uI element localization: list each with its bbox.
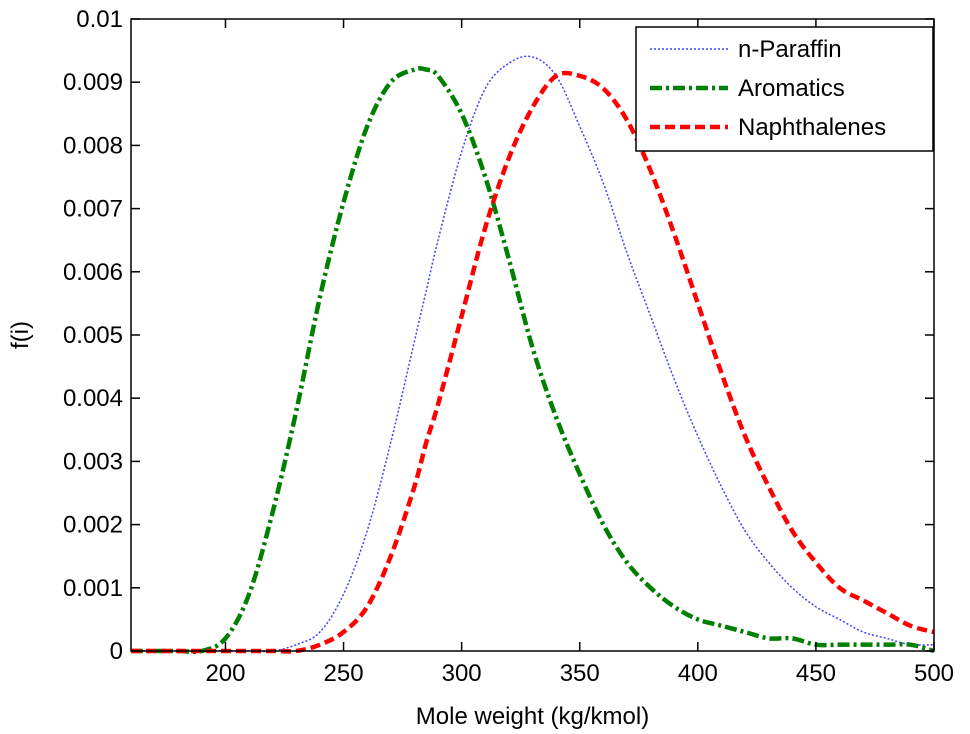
y-tick-label: 0.001 bbox=[63, 575, 123, 602]
legend-label-aromatics: Aromatics bbox=[738, 75, 845, 102]
x-tick-label: 200 bbox=[205, 660, 245, 687]
x-tick-label: 450 bbox=[796, 660, 836, 687]
x-tick-label: 500 bbox=[914, 660, 954, 687]
y-tick-label: 0 bbox=[110, 638, 123, 665]
legend-box bbox=[635, 26, 934, 152]
y-tick-label: 0.01 bbox=[76, 6, 123, 33]
x-axis-title: Mole weight (kg/kmol) bbox=[416, 703, 649, 730]
legend-label-n-paraffin: n-Paraffin bbox=[738, 36, 842, 63]
series-layer bbox=[130, 55, 935, 655]
series-line-aromatics bbox=[130, 66, 935, 655]
x-tick-label: 300 bbox=[442, 660, 482, 687]
y-tick-label: 0.002 bbox=[63, 512, 123, 539]
y-axis-title: f(i) bbox=[7, 321, 34, 349]
x-tick-label: 250 bbox=[324, 660, 364, 687]
legend: n-Paraffin Aromatics Naphthalenes bbox=[635, 26, 934, 152]
y-tick-label: 0.008 bbox=[63, 132, 123, 159]
series-line-n-paraffin bbox=[130, 55, 935, 653]
y-tick-label: 0.004 bbox=[63, 385, 123, 412]
series-line-naphthalenes bbox=[130, 70, 935, 654]
y-tick-label: 0.009 bbox=[63, 69, 123, 96]
y-tick-label: 0.006 bbox=[63, 259, 123, 286]
axis-layer: 200 250 300 350 400 450 500 0 0.001 0.002 0.003 0.0… bbox=[63, 6, 954, 687]
y-tick-label: 0.005 bbox=[63, 322, 123, 349]
legend-label-naphthalenes: Naphthalenes bbox=[738, 114, 886, 141]
x-tick-label: 350 bbox=[560, 660, 600, 687]
y-tick-label: 0.003 bbox=[63, 448, 123, 475]
x-tick-label: 400 bbox=[678, 660, 718, 687]
y-tick-label: 0.007 bbox=[63, 196, 123, 223]
